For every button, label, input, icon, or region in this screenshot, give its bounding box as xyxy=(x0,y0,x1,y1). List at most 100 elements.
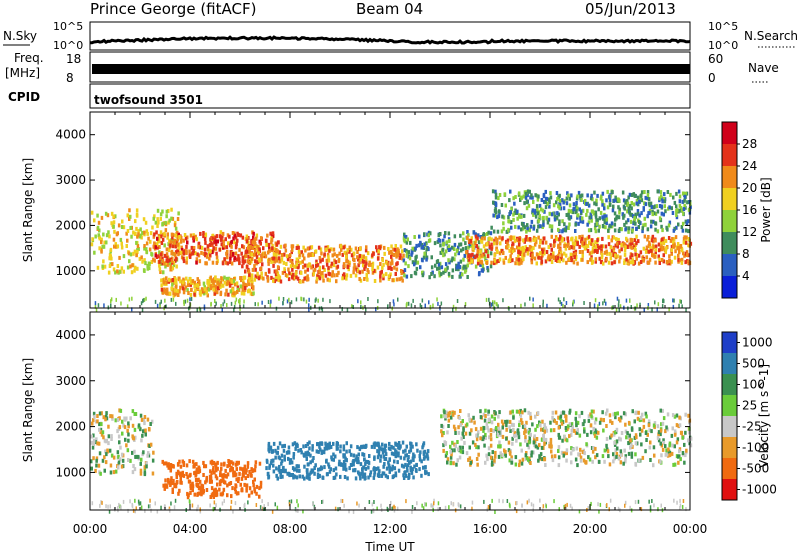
range-cell xyxy=(101,500,103,505)
range-cell xyxy=(672,228,676,233)
range-cell xyxy=(157,220,160,225)
range-cell xyxy=(444,262,448,267)
range-cell xyxy=(682,499,685,503)
range-cell xyxy=(662,416,666,421)
range-cell xyxy=(658,261,661,265)
range-cell xyxy=(382,262,385,267)
range-cell xyxy=(533,210,537,215)
range-cell xyxy=(430,272,433,276)
range-cell xyxy=(225,251,228,256)
range-cell xyxy=(156,303,159,308)
range-cell xyxy=(197,477,200,482)
range-cell xyxy=(343,466,347,471)
range-cell xyxy=(668,254,671,259)
range-cell xyxy=(461,450,465,455)
range-cell xyxy=(172,478,175,483)
range-cell xyxy=(598,224,601,229)
range-cell xyxy=(565,458,568,463)
range-cell xyxy=(545,504,547,509)
range-cell xyxy=(281,270,285,275)
range-cell xyxy=(320,251,323,256)
range-cell xyxy=(466,275,469,279)
range-cell xyxy=(222,462,226,467)
range-cell xyxy=(402,476,406,480)
range-cell xyxy=(299,448,303,452)
range-cell xyxy=(117,506,119,511)
range-cell xyxy=(321,475,325,480)
range-cell xyxy=(356,445,359,450)
range-cell xyxy=(324,273,328,278)
range-cell xyxy=(141,433,144,438)
cpid-strip-frame xyxy=(89,83,691,109)
range-cell xyxy=(504,203,507,208)
range-cell xyxy=(241,488,244,493)
range-cell xyxy=(325,262,329,267)
range-cell xyxy=(352,509,355,514)
range-cell xyxy=(448,239,451,243)
range-cell xyxy=(550,212,554,217)
range-cell xyxy=(659,441,662,446)
range-cell xyxy=(163,231,166,236)
range-cell xyxy=(587,418,591,423)
range-cell xyxy=(103,303,105,308)
range-cell xyxy=(253,468,257,473)
range-cell xyxy=(219,280,223,285)
range-cell xyxy=(553,242,556,247)
range-cell xyxy=(149,498,151,503)
range-cell xyxy=(172,260,176,265)
range-cell xyxy=(175,291,179,296)
range-cell xyxy=(537,194,540,199)
range-cell xyxy=(659,246,663,250)
range-cell xyxy=(509,504,511,509)
range-cell xyxy=(608,413,612,418)
range-cell xyxy=(165,254,169,259)
range-cell xyxy=(573,428,576,433)
range-cell xyxy=(307,263,310,268)
range-cell xyxy=(393,265,396,270)
range-cell xyxy=(377,449,381,454)
range-cell xyxy=(539,423,542,428)
range-cell xyxy=(633,238,637,243)
range-cell xyxy=(490,246,493,251)
range-cell xyxy=(307,452,311,457)
range-cell xyxy=(212,507,215,512)
range-cell xyxy=(98,427,101,432)
range-cell xyxy=(110,299,112,304)
range-cell xyxy=(475,244,478,248)
range-cell xyxy=(99,430,102,434)
range-cell xyxy=(208,479,212,484)
range-cell xyxy=(617,198,621,203)
range-cell xyxy=(503,192,507,197)
range-cell xyxy=(520,448,523,453)
range-cell xyxy=(204,464,208,469)
range-cell xyxy=(164,228,168,233)
range-cell xyxy=(297,508,299,513)
range-cell xyxy=(526,189,530,194)
range-cell xyxy=(210,241,213,246)
range-cell xyxy=(462,237,465,242)
range-cell xyxy=(581,253,584,258)
range-cell xyxy=(683,203,686,208)
range-cell xyxy=(675,413,679,418)
range-cell xyxy=(324,443,328,448)
range-cell xyxy=(178,459,181,464)
range-cell xyxy=(409,448,413,453)
range-cell xyxy=(195,257,199,262)
range-cell xyxy=(550,252,553,257)
range-cell xyxy=(658,216,662,221)
range-cell xyxy=(468,260,472,265)
range-cell xyxy=(247,275,251,280)
range-cell xyxy=(626,245,629,249)
range-cell xyxy=(185,249,188,254)
range-cell xyxy=(586,222,589,227)
range-cell xyxy=(615,427,619,432)
range-cell xyxy=(516,428,520,433)
range-cell xyxy=(154,299,157,304)
range-cell xyxy=(268,269,271,274)
range-cell xyxy=(274,448,277,453)
range-cell xyxy=(443,234,446,239)
range-cell xyxy=(275,256,278,261)
range-cell xyxy=(404,448,407,453)
range-cell xyxy=(645,438,648,442)
range-cell xyxy=(454,252,457,257)
